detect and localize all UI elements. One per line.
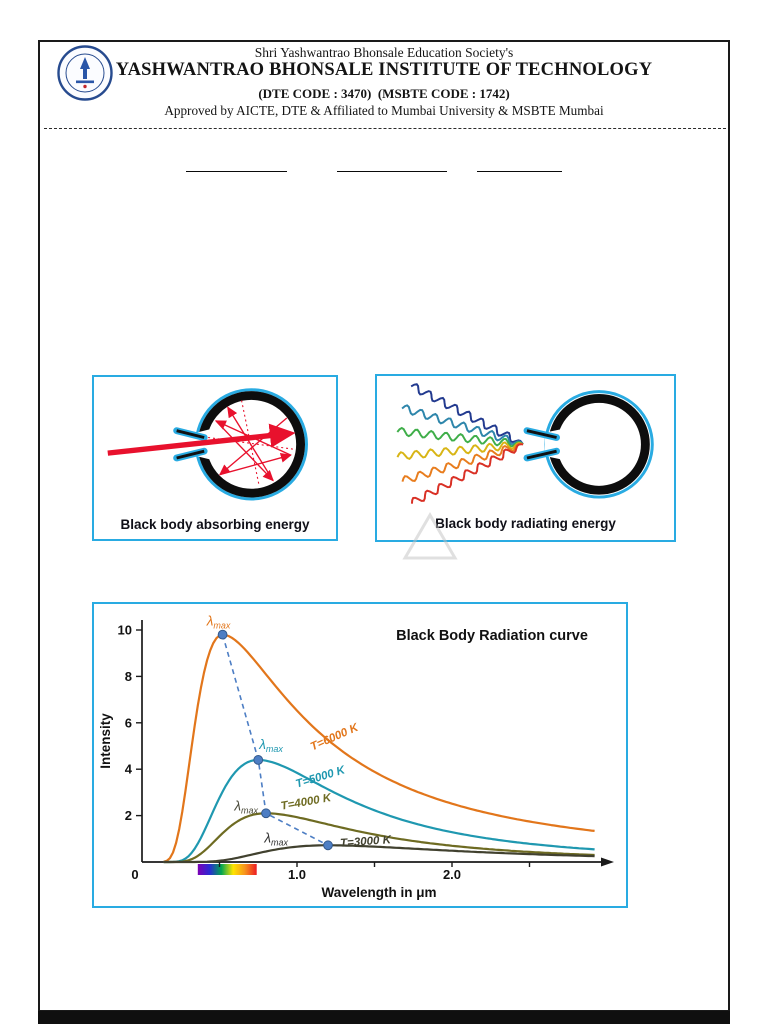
figure-radiating: Black body radiating energy: [375, 374, 676, 542]
radiated-wave: [396, 426, 524, 448]
x-axis-label: Wavelength in μm: [321, 885, 436, 900]
y-tick-label: 4: [125, 762, 133, 777]
peak-marker: [253, 755, 264, 765]
curve-T5000K: [163, 758, 595, 864]
y-axis-label: Intensity: [98, 713, 113, 769]
y-tick-label: 6: [125, 715, 132, 730]
radiated-wave: [410, 383, 524, 445]
logo-emblem: [80, 57, 90, 79]
curve-T6000K: [163, 633, 595, 863]
visible-spectrum-band: [197, 864, 257, 875]
lambda-max-locus: [221, 634, 329, 847]
series-label: T=4000 K: [280, 792, 333, 813]
header-divider: [44, 119, 726, 129]
series-label: T=3000 K: [340, 834, 392, 850]
radiated-wave: [396, 441, 524, 461]
page-bottom-bar: [38, 1011, 730, 1024]
radiated-wave: [401, 404, 524, 446]
curve-T4000K: [163, 812, 595, 864]
y-tick-label: 2: [125, 808, 132, 823]
logo-red-dot: [83, 84, 87, 89]
x-tick-label: 2.0: [443, 867, 461, 882]
watermark-triangle: [402, 512, 458, 560]
x-axis-arrow: [601, 857, 614, 867]
radiated-wave: [410, 443, 524, 504]
institute-codes: (DTE CODE : 3470) (MSBTE CODE : 1742): [258, 86, 510, 101]
logo-inner-ring: [65, 53, 105, 93]
lambda-max-label: λmax: [258, 737, 283, 754]
figure-absorbing: Black body absorbing energy: [92, 375, 338, 541]
y-tick-label: 10: [118, 623, 132, 638]
affiliation-line: Approved by AICTE, DTE & Affiliated to M…: [164, 103, 604, 118]
figure-absorbing-caption: Black body absorbing energy: [120, 517, 310, 532]
institute-logo: [56, 44, 114, 102]
x-tick-label: 0: [131, 867, 138, 882]
peak-marker: [217, 629, 228, 640]
absorbed-rays: [107, 400, 296, 487]
y-tick-label: 8: [125, 669, 132, 684]
blank-line-1: [186, 171, 287, 172]
lambda-max-label: λmax: [233, 798, 258, 815]
figure-chart: 2 4 6 8 10 0 1.0 2.0 Black Body Radiation curve W…: [92, 602, 628, 908]
lambda-max-label: λmax: [263, 830, 288, 847]
society-name: Shri Yashwantrao Bhonsale Education Soci…: [254, 45, 514, 60]
watermark: [402, 512, 458, 562]
blank-line-2: [337, 171, 447, 172]
institute-name: YASHWANTRAO BHONSALE INSTITUTE OF TECHNO…: [115, 60, 653, 80]
peak-marker: [261, 808, 271, 819]
opening-funnel: [526, 449, 557, 460]
opening-funnel: [526, 429, 557, 439]
blank-line-3: [477, 171, 562, 172]
opening-funnel: [176, 429, 205, 439]
logo-base: [76, 80, 94, 84]
incident-ray-arrow: [107, 423, 296, 456]
peak-marker: [323, 840, 333, 851]
lambda-max-label: λmax: [206, 614, 231, 631]
x-tick-label: 1.0: [288, 867, 306, 882]
curve-T3000K: [163, 844, 595, 864]
radiated-waves: [396, 383, 524, 504]
radiated-wave: [401, 442, 524, 482]
figure-radiating-caption: Black body radiating energy: [435, 516, 616, 531]
opening-funnel: [176, 449, 205, 460]
chart-title: Black Body Radiation curve: [396, 628, 588, 644]
series-label: T=6000 K: [309, 721, 361, 753]
